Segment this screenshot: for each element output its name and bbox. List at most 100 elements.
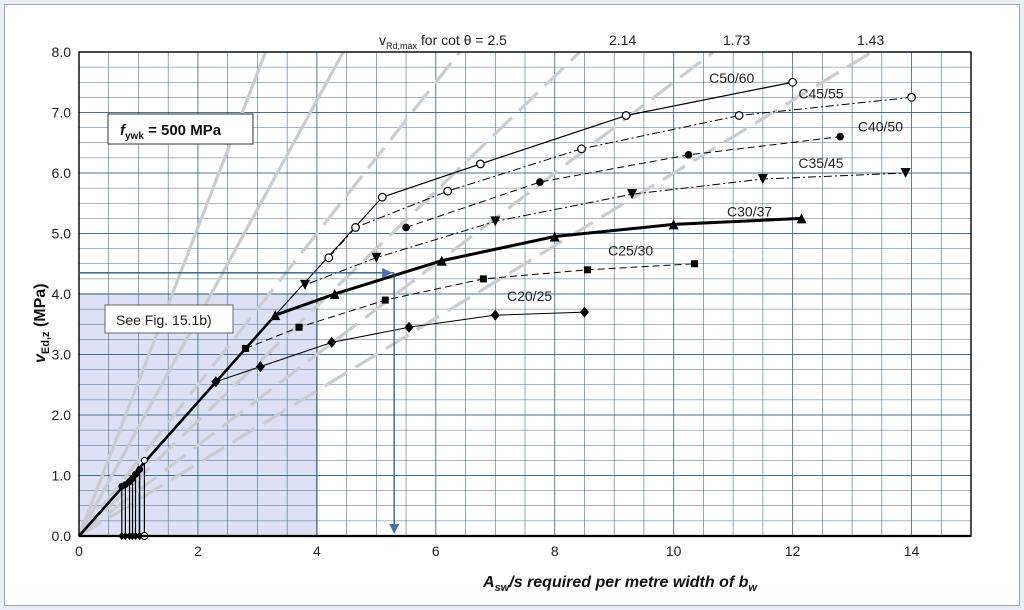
ref-arrow-right (382, 267, 393, 278)
curve-labels: C50/60 C45/55 C40/50 C35/45 C30/37 C25/30 C20/… (507, 70, 903, 304)
marker-filled-square (690, 260, 698, 268)
cot-line (78, 50, 715, 538)
series-line-C20-25 (215, 311, 585, 383)
y-tick-label: 3.0 (52, 347, 72, 363)
curve-label-C45-55: C45/55 (798, 85, 843, 101)
marker-down-triangle (627, 189, 638, 200)
ylabel-sub: Ed,z (40, 331, 52, 354)
series-line-C30-37 (274, 216, 802, 317)
marker-open-circle (324, 253, 334, 263)
x-tick-label: 6 (432, 543, 440, 559)
marker-open-circle (907, 92, 916, 102)
cot-title-rest: for cot θ = 2.5 (417, 32, 507, 48)
y-tick-label: 2.0 (52, 407, 72, 423)
cot-label: 1.73 (723, 32, 750, 48)
y-tick-label: 1.0 (52, 468, 72, 484)
curve-label-C30-37: C30/37 (727, 203, 772, 219)
cot-title: vRd,max for cot θ = 2.5 (379, 32, 507, 51)
marker-up-triangle (270, 310, 281, 321)
marker-filled-circle (536, 178, 544, 186)
marker-down-triangle (757, 174, 768, 185)
marker-filled-square (479, 275, 487, 283)
curve-label-C40-50: C40/50 (858, 119, 903, 135)
reference-lines (79, 267, 400, 534)
y-tick-label: 0.0 (52, 528, 72, 544)
y-axis-title: vEd,z (MPa) (32, 283, 52, 363)
marker-filled-square (583, 266, 591, 274)
fywk-annotation: fywk = 500 MPa (107, 113, 254, 145)
marker-down-triangle (299, 279, 310, 290)
cot-title-sub: Rd,max (386, 41, 418, 51)
marker-open-circle (577, 144, 586, 154)
marker-down-triangle (900, 168, 911, 178)
cot-theta-lines: 2.141.731.431.191.00 (77, 32, 884, 538)
series-group (78, 81, 912, 537)
series-line-C25-30 (245, 263, 695, 349)
marker-down-triangle (371, 252, 382, 263)
y-tick-label: 8.0 (52, 44, 72, 60)
marker-open-circle (351, 223, 360, 232)
y-tick-label: 4.0 (52, 286, 72, 302)
marker-filled-circle (836, 132, 844, 141)
marker-open-circle (476, 159, 485, 169)
marker-down-triangle (490, 216, 501, 227)
fywk-f: f (120, 122, 127, 139)
marker-up-triangle (329, 289, 340, 299)
series-line-C45-55 (328, 96, 912, 259)
marker-filled-diamond (579, 306, 589, 318)
marker-open-circle (621, 111, 631, 120)
marker-filled-square (242, 344, 250, 352)
curve-label-C20-25: C20/25 (507, 288, 552, 304)
cot-label: 1.43 (857, 32, 884, 48)
marker-filled-square (381, 296, 389, 304)
cot-title-v: v (379, 32, 386, 48)
xlabel-rest: /s required per metre width of b (508, 574, 748, 591)
marker-filled-diamond (490, 309, 500, 321)
xlabel-sub: sw (495, 582, 511, 594)
y-tick-label: 5.0 (52, 226, 72, 242)
cot-line (77, 51, 345, 537)
marker-filled-square (295, 323, 303, 331)
curve-label-C25-30: C25/30 (608, 243, 653, 259)
ylabel-rest: (MPa) (32, 283, 49, 331)
x-tick-label: 4 (313, 543, 321, 559)
cot-line (77, 50, 581, 538)
marker-up-triangle (436, 255, 447, 266)
marker-up-triangle (796, 213, 807, 224)
marker-open-circle (377, 192, 387, 202)
curve-label-C50-60: C50/60 (709, 70, 754, 86)
common-curve (78, 314, 277, 537)
marker-filled-circle (684, 151, 693, 159)
x-tick-label: 8 (551, 543, 559, 559)
ref-arrow-down (389, 524, 400, 534)
y-tick-label: 6.0 (52, 165, 72, 181)
fywk-sub: ywk (125, 131, 144, 142)
x-tick-label: 14 (904, 543, 920, 559)
series-line-C40-50 (405, 136, 841, 228)
marker-open-circle (788, 77, 797, 87)
curve-label-C35-45: C35/45 (798, 155, 843, 171)
x-tick-label: 0 (75, 543, 83, 559)
x-tick-label: 10 (666, 543, 682, 559)
xlabel-sub2: w (748, 582, 758, 594)
svg-text:fywk = 500 MPa: fywk = 500 MPa (120, 122, 222, 142)
marker-open-circle (734, 111, 744, 120)
x-tick-label: 2 (194, 543, 202, 559)
xlabel-a: A (482, 574, 495, 591)
fywk-rest: = 500 MPa (144, 122, 222, 139)
cot-line (77, 51, 461, 537)
axes: 0 2 4 6 8 10 12 14 0.0 1.0 2.0 3.0 4.0 5.0 6.0 7.0 8.0 (52, 44, 972, 559)
x-axis-title: Asw/s required per metre width of bw (482, 574, 758, 594)
see-fig-box[interactable]: See Fig. 15.1b) (104, 304, 234, 334)
see-fig-label: See Fig. 15.1b) (116, 312, 212, 328)
marker-filled-diamond (404, 321, 414, 333)
cot-label: 2.14 (609, 32, 636, 48)
y-tick-label: 7.0 (52, 105, 72, 121)
marker-filled-circle (402, 223, 410, 232)
cot-line (78, 50, 873, 538)
x-tick-label: 12 (785, 543, 801, 559)
markers-group (118, 77, 916, 540)
near-zero-top-marker (140, 456, 148, 464)
near-zero-top-marker (131, 470, 139, 478)
marker-up-triangle (549, 231, 560, 242)
